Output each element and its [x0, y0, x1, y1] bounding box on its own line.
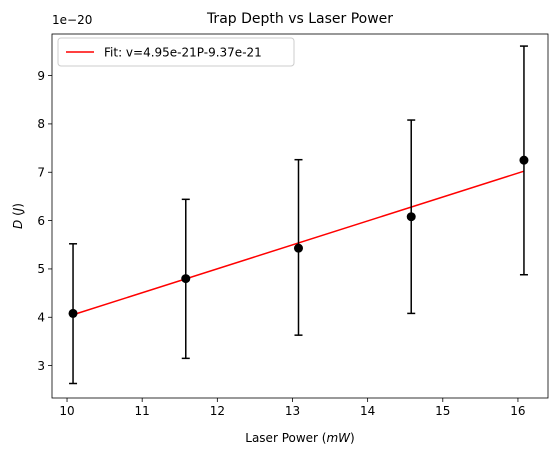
x-tick-label: 12 — [210, 404, 225, 418]
legend-box — [57, 37, 295, 67]
x-tick-label: 16 — [510, 404, 525, 418]
y-axis-label: D (J) — [11, 203, 25, 229]
y-axis-label-mid: ( — [11, 211, 25, 220]
y-axis-label-unit: J — [11, 207, 25, 213]
x-tick-label: 11 — [135, 404, 150, 418]
y-offset-text: 1e−20 — [52, 13, 92, 27]
y-tick-label: 8 — [37, 117, 45, 131]
x-axis-label-prefix: Laser Power ( — [245, 431, 326, 445]
data-point — [68, 308, 78, 318]
x-tick-label: 15 — [435, 404, 450, 418]
x-axis-label: Laser Power (mW) — [245, 431, 354, 445]
chart-title: Trap Depth vs Laser Power — [206, 11, 393, 27]
y-axis-ticks: 3 4 5 6 7 8 9 — [37, 69, 52, 373]
x-axis-label-variable: mW — [326, 431, 351, 445]
error-bars — [69, 45, 528, 385]
data-point — [519, 155, 529, 165]
legend: Fit: v=4.95e-21P-9.37e-21 — [57, 37, 295, 67]
y-tick-label: 5 — [37, 262, 45, 276]
x-axis-label-suffix: ) — [350, 431, 355, 445]
y-tick-label: 9 — [37, 69, 45, 83]
plot-area: 10 11 12 13 14 15 16 3 4 5 6 7 8 9 — [37, 33, 549, 418]
x-axis-ticks: 10 11 12 13 14 15 16 — [59, 398, 526, 418]
y-tick-label: 6 — [37, 214, 45, 228]
y-axis-label-variable: D — [11, 220, 25, 229]
x-tick-label: 14 — [360, 404, 375, 418]
data-points — [68, 155, 529, 318]
y-tick-label: 3 — [37, 359, 45, 373]
x-tick-label: 10 — [59, 404, 74, 418]
data-point — [406, 212, 416, 222]
data-point — [293, 243, 303, 253]
plot-frame — [51, 33, 549, 399]
legend-label-fit: Fit: v=4.95e-21P-9.37e-21 — [104, 46, 262, 60]
y-axis-label-suffix: ) — [11, 203, 25, 208]
data-point — [181, 274, 191, 284]
y-tick-label: 7 — [37, 166, 45, 180]
y-tick-label: 4 — [37, 311, 45, 325]
x-tick-label: 13 — [285, 404, 300, 418]
